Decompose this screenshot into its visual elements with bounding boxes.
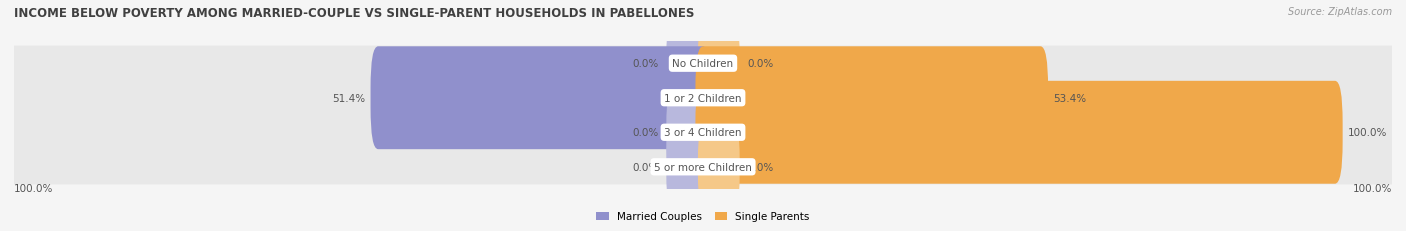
Text: 5 or more Children: 5 or more Children — [654, 162, 752, 172]
FancyBboxPatch shape — [696, 82, 1343, 184]
Text: 100.0%: 100.0% — [1353, 183, 1392, 193]
Text: 0.0%: 0.0% — [633, 59, 659, 69]
Text: INCOME BELOW POVERTY AMONG MARRIED-COUPLE VS SINGLE-PARENT HOUSEHOLDS IN PABELLO: INCOME BELOW POVERTY AMONG MARRIED-COUPL… — [14, 7, 695, 20]
FancyBboxPatch shape — [696, 47, 1047, 149]
Text: 53.4%: 53.4% — [1053, 93, 1087, 103]
Text: No Children: No Children — [672, 59, 734, 69]
Text: 3 or 4 Children: 3 or 4 Children — [664, 128, 742, 138]
FancyBboxPatch shape — [14, 81, 1392, 116]
Text: Source: ZipAtlas.com: Source: ZipAtlas.com — [1288, 7, 1392, 17]
Text: 51.4%: 51.4% — [332, 93, 366, 103]
Text: 0.0%: 0.0% — [747, 59, 773, 69]
FancyBboxPatch shape — [666, 27, 709, 101]
FancyBboxPatch shape — [14, 115, 1392, 150]
FancyBboxPatch shape — [666, 95, 709, 170]
Text: 100.0%: 100.0% — [14, 183, 53, 193]
FancyBboxPatch shape — [697, 27, 740, 101]
FancyBboxPatch shape — [14, 149, 1392, 185]
Text: 0.0%: 0.0% — [633, 128, 659, 138]
Text: 1 or 2 Children: 1 or 2 Children — [664, 93, 742, 103]
Text: 0.0%: 0.0% — [633, 162, 659, 172]
FancyBboxPatch shape — [666, 130, 709, 204]
FancyBboxPatch shape — [697, 130, 740, 204]
FancyBboxPatch shape — [14, 46, 1392, 82]
FancyBboxPatch shape — [371, 47, 710, 149]
Text: 100.0%: 100.0% — [1348, 128, 1388, 138]
Text: 0.0%: 0.0% — [747, 162, 773, 172]
Legend: Married Couples, Single Parents: Married Couples, Single Parents — [592, 207, 814, 226]
